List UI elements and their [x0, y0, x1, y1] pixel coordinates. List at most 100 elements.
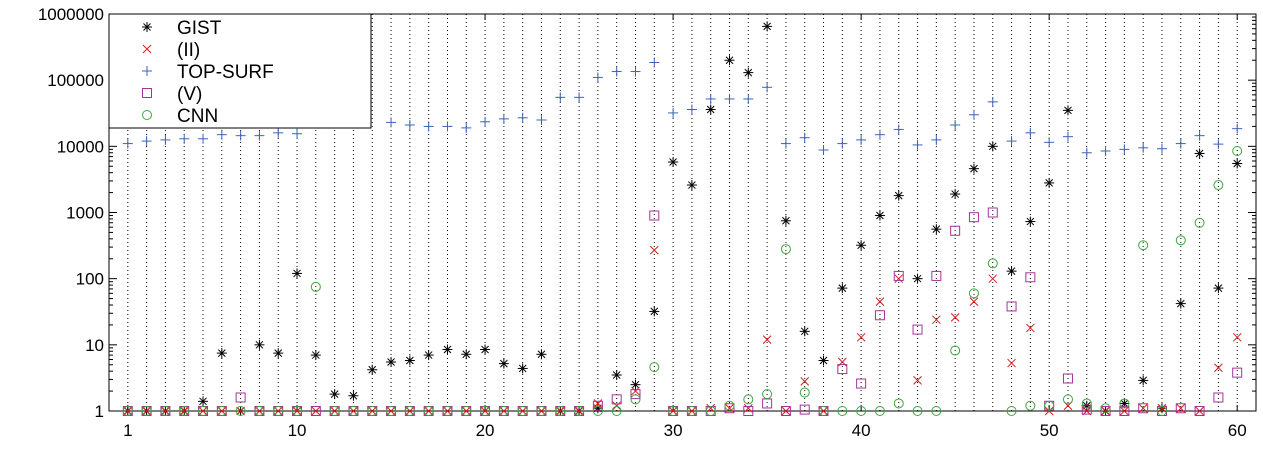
point-ii [236, 406, 245, 416]
point-gist [912, 273, 923, 284]
point-v [235, 392, 246, 403]
point-top-surf [1006, 136, 1017, 147]
point-cnn [1081, 398, 1092, 409]
point-ii [725, 403, 734, 413]
point-v [630, 389, 641, 400]
point-ii [480, 406, 490, 416]
point-top-surf [1081, 147, 1092, 158]
point-gist [950, 189, 961, 200]
point-gist [780, 215, 791, 226]
point-ii [649, 245, 659, 255]
point-ii [161, 406, 170, 416]
point-gist [668, 156, 679, 167]
point-ii [349, 406, 358, 416]
point-cnn [141, 406, 152, 416]
point-gist [818, 355, 829, 366]
point-cnn [1232, 146, 1243, 157]
point-top-surf [273, 127, 284, 138]
point-ii [819, 406, 828, 416]
point-cnn [724, 400, 735, 411]
point-gist [404, 355, 415, 366]
point-ii [631, 386, 640, 396]
point-top-surf [386, 117, 397, 128]
point-top-surf [799, 132, 810, 143]
point-v [968, 212, 979, 223]
point-cnn [799, 387, 810, 398]
point-cnn [1025, 400, 1036, 411]
point-ii [743, 403, 753, 413]
point-cnn [592, 406, 603, 416]
point-cnn [705, 406, 716, 416]
point-cnn [386, 406, 397, 416]
point-top-surf [630, 66, 641, 77]
point-gist [254, 339, 265, 350]
point-top-surf [611, 66, 622, 77]
point-top-surf [1138, 142, 1149, 153]
y-tick-label: 100000 [47, 71, 104, 90]
point-cnn [686, 406, 697, 416]
point-gist [1025, 216, 1036, 227]
point-ii [931, 315, 941, 325]
legend-label: TOP-SURF [177, 62, 274, 83]
point-ii [367, 406, 377, 416]
point-top-surf [480, 116, 491, 127]
point-ii [875, 297, 885, 306]
point-ii [198, 406, 208, 416]
point-top-surf [122, 138, 133, 149]
point-top-surf [762, 82, 773, 93]
point-gist [329, 389, 340, 400]
point-gist [799, 326, 810, 337]
point-v [611, 394, 622, 405]
point-cnn [649, 362, 660, 373]
point-cnn [1006, 406, 1017, 416]
point-gist [498, 358, 509, 369]
legend-marker-top-surf [142, 66, 152, 76]
point-v [1006, 301, 1017, 312]
point-cnn [1062, 394, 1073, 405]
point-v [1138, 403, 1149, 414]
y-tick-label: 10 [85, 336, 104, 355]
point-ii [574, 406, 584, 416]
point-ii [142, 406, 151, 416]
point-gist [968, 163, 979, 174]
legend-marker-gist [142, 22, 152, 32]
point-ii [1176, 403, 1186, 413]
point-cnn [1119, 398, 1130, 409]
point-gist [1194, 148, 1205, 159]
point-gist [1232, 158, 1243, 169]
point-top-surf [592, 72, 603, 83]
point-gist [292, 268, 303, 279]
point-cnn [1100, 403, 1111, 414]
point-gist [198, 396, 209, 407]
point-cnn [893, 398, 904, 409]
legend-label: (II) [177, 40, 200, 61]
point-ii [555, 406, 565, 416]
point-v [799, 404, 810, 415]
point-cnn [611, 406, 622, 416]
point-ii [311, 406, 321, 416]
point-gist [837, 283, 848, 294]
point-gist [310, 350, 321, 361]
point-top-surf [1213, 139, 1224, 150]
y-tick-label: 1000 [66, 204, 104, 223]
point-v [856, 378, 867, 389]
point-gist [442, 344, 453, 355]
legend-label: GIST [177, 18, 222, 39]
legend-marker-v [142, 88, 152, 98]
point-ii [950, 313, 960, 322]
point-top-surf [780, 138, 791, 149]
point-v [1194, 406, 1205, 416]
point-gist [893, 190, 904, 201]
point-gist [1044, 177, 1055, 188]
point-top-surf [724, 93, 735, 104]
point-v [912, 324, 923, 335]
point-top-surf [160, 134, 171, 145]
point-top-surf [874, 129, 885, 140]
point-top-surf [1062, 131, 1073, 142]
point-gist [386, 357, 397, 368]
point-top-surf [856, 134, 867, 145]
point-v [1025, 272, 1036, 283]
legend-marker-ii [142, 44, 152, 54]
point-top-surf [987, 96, 998, 107]
